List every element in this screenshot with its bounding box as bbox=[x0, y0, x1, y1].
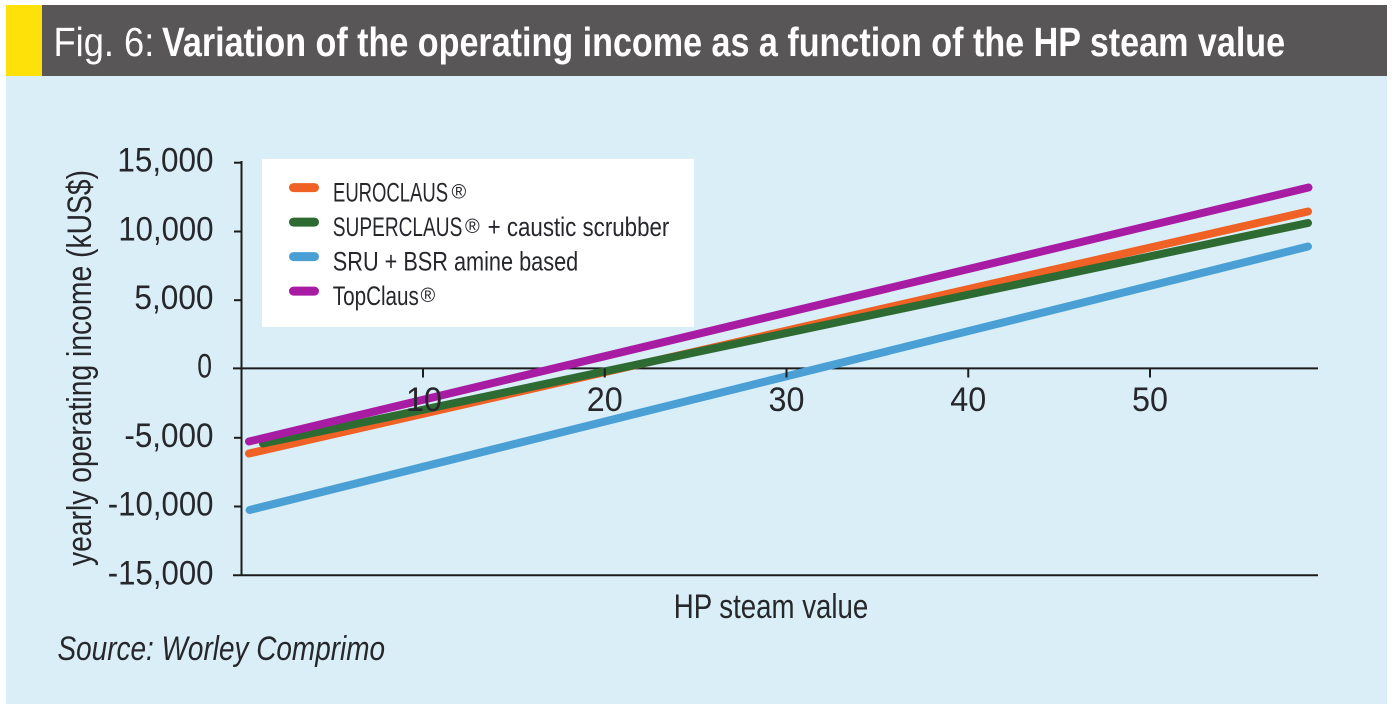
svg-text:SRU + BSR amine based: SRU + BSR amine based bbox=[333, 248, 578, 278]
svg-text:SUPERCLAUS: SUPERCLAUS bbox=[333, 212, 463, 242]
svg-text:-5,000: -5,000 bbox=[124, 416, 213, 454]
svg-text:40: 40 bbox=[950, 381, 986, 419]
svg-text:50: 50 bbox=[1132, 381, 1168, 419]
svg-text:10: 10 bbox=[406, 381, 442, 419]
svg-text:Source: Worley Comprimo: Source: Worley Comprimo bbox=[58, 629, 386, 667]
svg-text:5,000: 5,000 bbox=[134, 278, 213, 316]
svg-text:®: ® bbox=[421, 285, 436, 307]
svg-text:HP steam value: HP steam value bbox=[674, 587, 869, 625]
svg-text:Fig. 6:: Fig. 6: bbox=[54, 20, 155, 66]
svg-text:EUROCLAUS: EUROCLAUS bbox=[333, 177, 448, 207]
svg-text:10,000: 10,000 bbox=[118, 210, 213, 248]
svg-text:15,000: 15,000 bbox=[117, 141, 213, 179]
svg-text:20: 20 bbox=[587, 381, 623, 419]
svg-text:30: 30 bbox=[769, 381, 805, 419]
svg-text:®: ® bbox=[465, 216, 480, 238]
svg-text:Variation of the operating inc: Variation of the operating income as a f… bbox=[162, 19, 1285, 65]
svg-text:-15,000: -15,000 bbox=[108, 553, 214, 592]
svg-text:-10,000: -10,000 bbox=[108, 484, 214, 523]
svg-text:+ caustic scrubber: + caustic scrubber bbox=[488, 213, 670, 242]
svg-text:®: ® bbox=[452, 181, 467, 203]
svg-text:yearly operating income (kUS$): yearly operating income (kUS$) bbox=[61, 170, 99, 566]
svg-text:TopClaus: TopClaus bbox=[333, 282, 419, 312]
svg-text:0: 0 bbox=[197, 347, 212, 385]
